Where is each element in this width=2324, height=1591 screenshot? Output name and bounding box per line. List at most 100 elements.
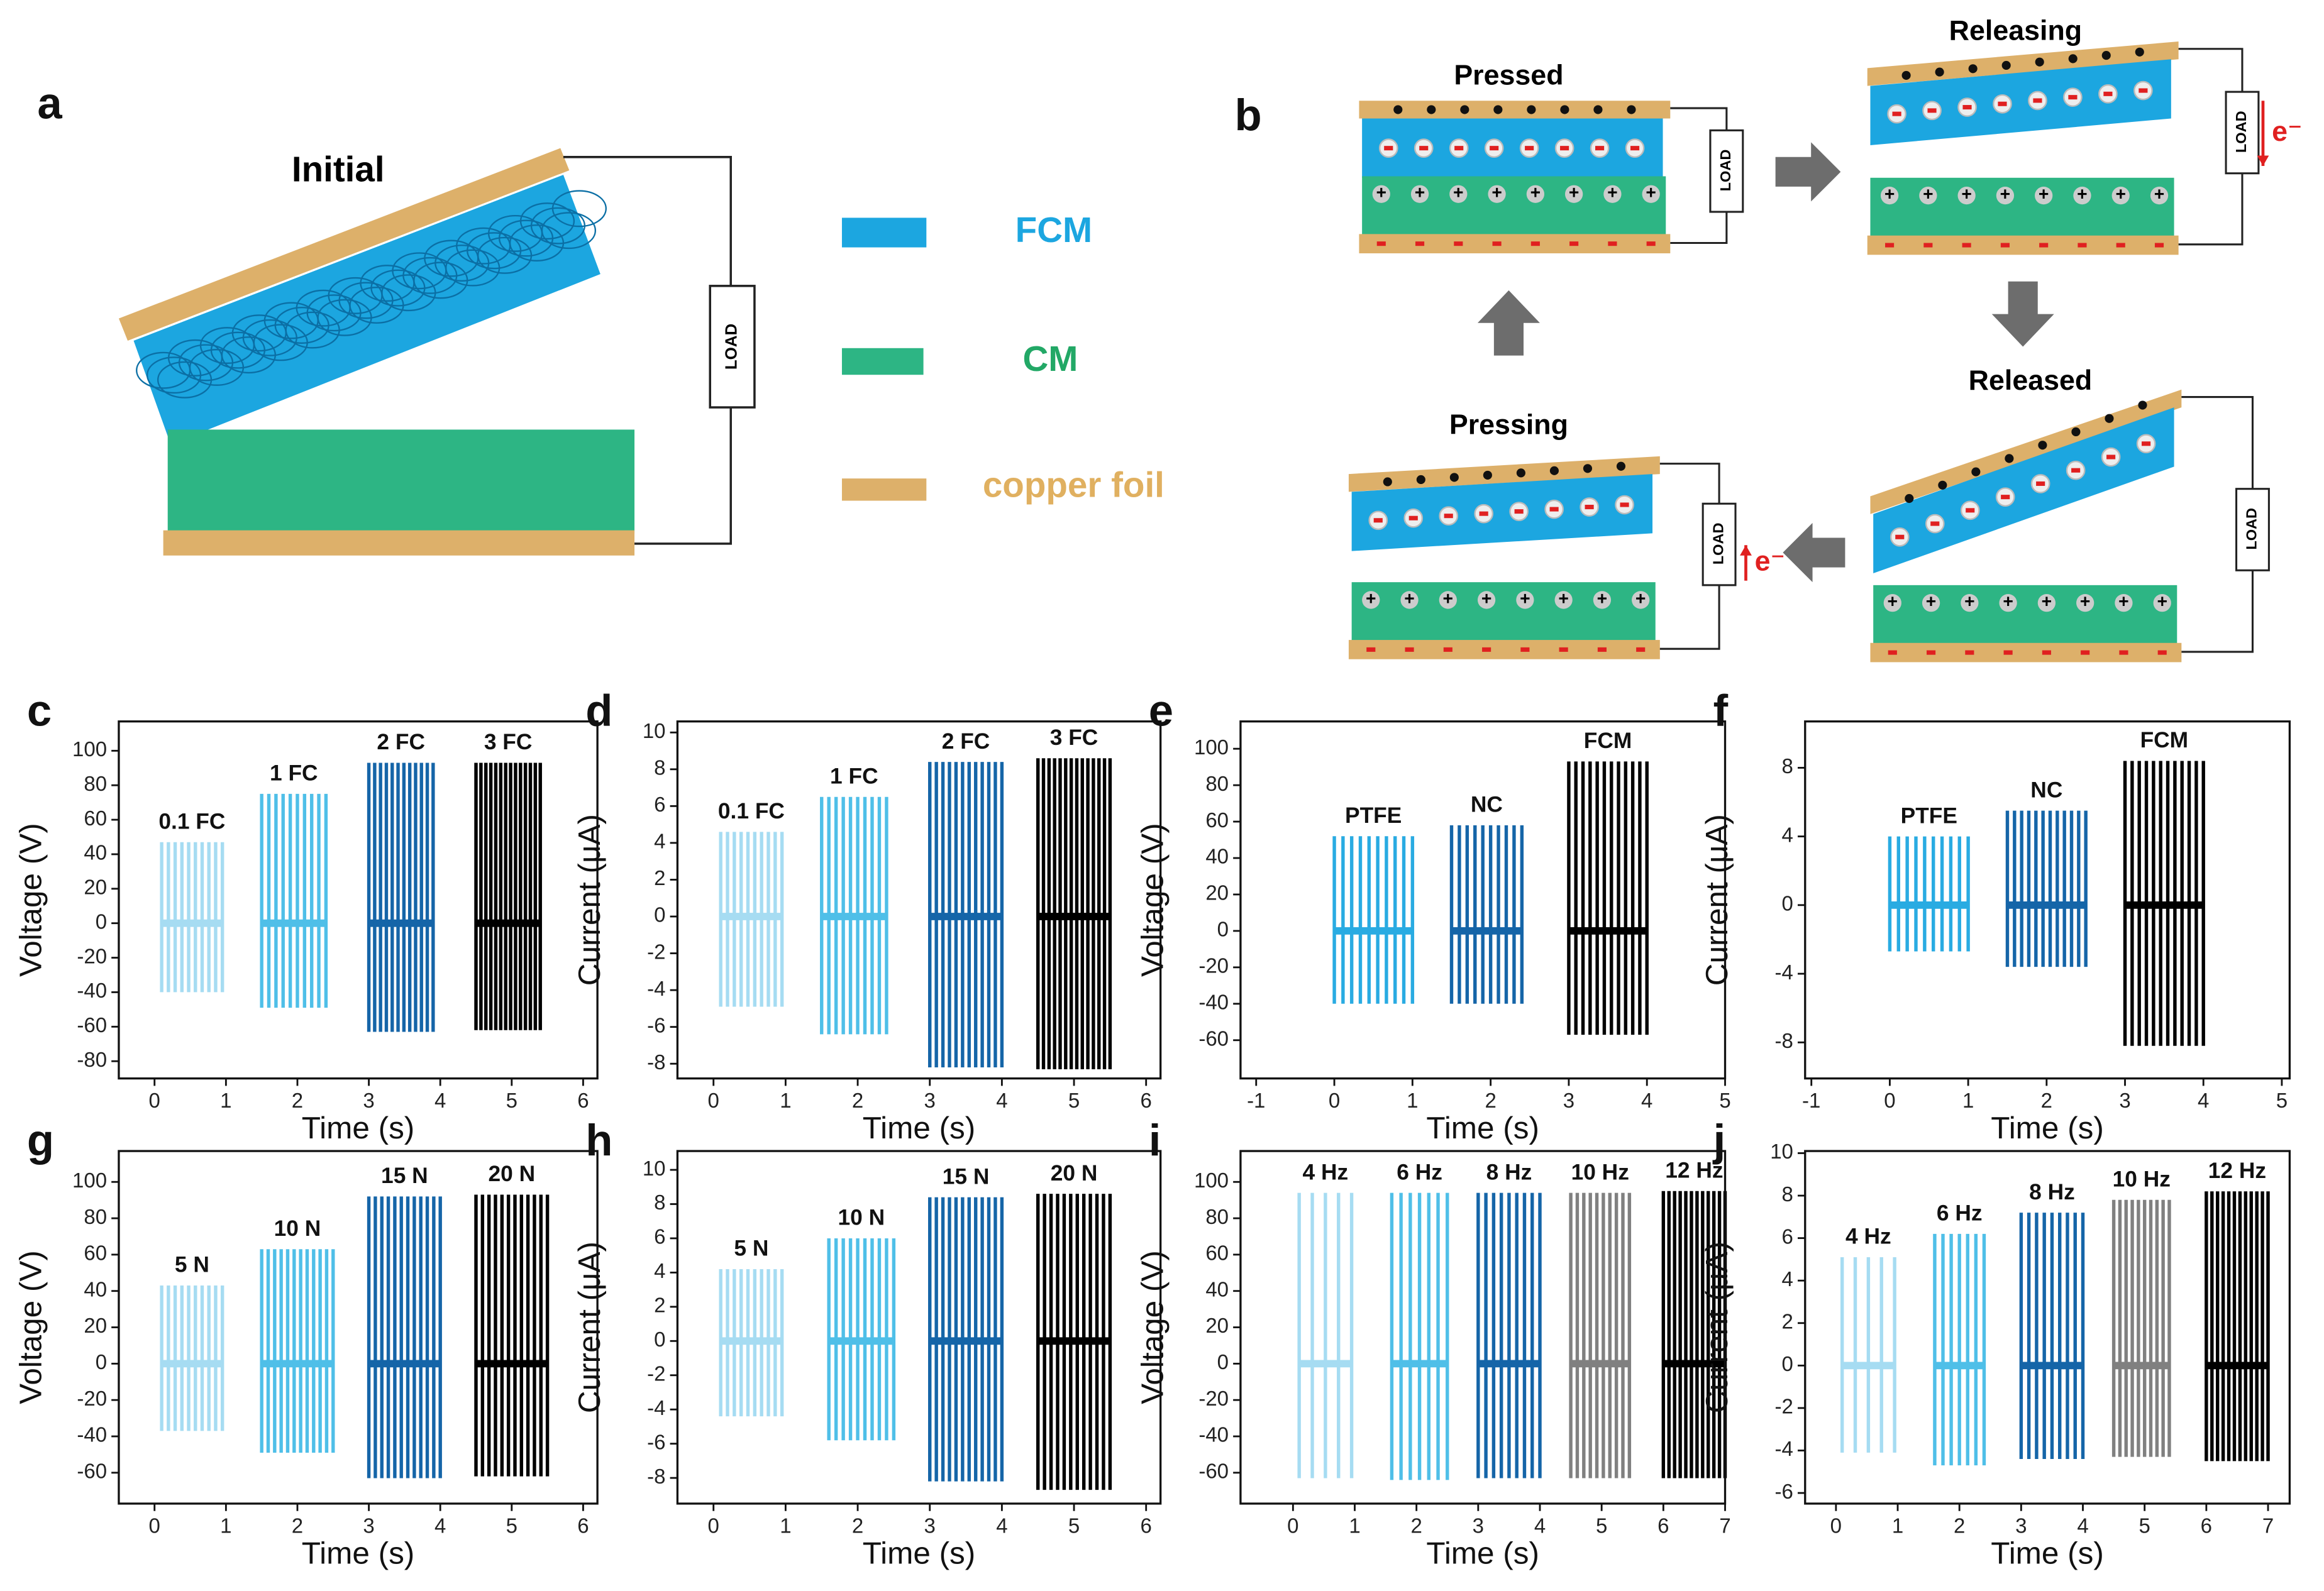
charge-sign [1366,647,1376,652]
charge-sign [1444,514,1453,519]
charge [1616,461,1626,471]
charge-sign [2116,243,2125,248]
wire [2178,48,2244,92]
charge-sign [1998,101,2007,106]
charge-sign [1549,507,1559,512]
x-tick-label: 0 [149,1514,160,1537]
charge [1449,473,1459,482]
charge [1400,591,1419,609]
y-tick-label: 8 [654,756,665,779]
x-tick-label: 3 [363,1089,374,1112]
copper-foil [1867,41,2179,86]
charge [1935,67,1944,77]
charge [1488,185,1506,203]
y-tick-label: -40 [1198,1423,1229,1446]
y-tick-label: 4 [1782,1267,1793,1291]
x-tick-label: 6 [577,1089,589,1112]
x-tick-label: 0 [708,1089,719,1112]
charge-sign [1923,243,1933,248]
charge-sign: + [1453,182,1464,202]
charge-sign [2039,243,2049,248]
panel-label: f [1713,686,1729,735]
y-tick-label: 6 [654,793,665,816]
plot-frame [676,720,1162,1080]
y-tick-label: -20 [77,1387,107,1410]
charge [1583,464,1593,473]
y-tick-label: -8 [1775,1029,1793,1052]
y-tick-label: 20 [1205,1314,1229,1337]
charge-sign: + [2157,592,2167,612]
charge-sign: + [1646,182,1656,202]
charge-sign [1966,508,1975,513]
copper-foil [1359,234,1671,253]
x-tick-label: 4 [2077,1514,2088,1537]
series-label: 20 N [488,1162,535,1186]
series-label: NC [2030,778,2062,802]
copper-foil [163,530,635,556]
y-axis-label: Voltage (V) [1135,823,1170,977]
y-tick-label: -40 [77,1423,107,1446]
y-tick-label: 100 [72,737,107,761]
x-tick-label: 2 [292,1514,303,1537]
x-tick-label: 2 [1410,1514,1422,1537]
x-tick-label: 6 [1141,1514,1152,1537]
y-tick-label: -8 [647,1050,665,1074]
load-label: LOAD [2233,111,2249,153]
x-tick-label: 5 [506,1514,517,1537]
x-axis-label: Time (s) [302,1111,415,1145]
charge [2076,594,2094,612]
x-tick-label: 6 [1141,1089,1152,1112]
x-axis-label: Time (s) [1426,1111,1539,1145]
x-tick-label: 5 [1596,1514,1607,1537]
x-axis-label: Time (s) [863,1536,976,1571]
x-tick-label: 2 [1485,1089,1496,1112]
fcm-layer [133,175,600,444]
series-label: FCM [2140,728,2189,752]
y-tick-label: -6 [1775,1480,1793,1503]
y-tick-label: 8 [654,1191,665,1214]
x-tick-label: 0 [1830,1514,1842,1537]
y-tick-label: 20 [1205,881,1229,905]
y-axis-label: Current (μA) [1700,814,1734,986]
y-tick-label: -4 [1775,961,1793,984]
charge [1905,493,1914,504]
charge-sign: + [2118,592,2129,612]
charge [1439,591,1457,609]
y-tick-label: 80 [84,772,107,795]
y-axis-label: Voltage (V) [1135,1250,1170,1404]
x-tick-label: 6 [577,1514,589,1537]
current-arrow-head [2257,155,2269,166]
charge-sign [1384,146,1393,151]
charge-sign: + [1415,182,1425,202]
x-tick-label: 5 [1068,1089,1080,1112]
x-tick-label: 4 [1641,1089,1652,1112]
charge-sign [2071,468,2081,473]
charge-sign: + [1481,588,1492,608]
x-axis-label: Time (s) [1426,1536,1539,1571]
x-tick-label: 1 [220,1089,231,1112]
y-tick-label: -40 [77,979,107,1002]
charge [2005,454,2014,463]
series-label: PTFE [1901,803,1957,828]
plot-frame [1239,1150,1727,1505]
y-tick-label: -6 [647,1013,665,1037]
series-label: 15 N [381,1164,428,1188]
y-tick-label: 100 [1194,1169,1229,1192]
plot-frame [676,1150,1162,1505]
y-tick-label: 10 [643,1157,666,1180]
charge [1968,64,1978,74]
charge [1416,475,1425,485]
wire [2181,570,2254,653]
charge [1880,186,1899,205]
charge [1938,480,1947,490]
y-tick-label: -80 [77,1048,107,1071]
charge-sign: + [2039,184,2049,204]
charge [1526,185,1545,203]
charge [1593,591,1612,609]
charge-sign [2119,650,2128,655]
y-tick-label: 0 [1782,1352,1793,1375]
copper-foil [118,148,570,341]
charge-sign [1560,146,1569,151]
charge-sign [1962,105,1972,110]
